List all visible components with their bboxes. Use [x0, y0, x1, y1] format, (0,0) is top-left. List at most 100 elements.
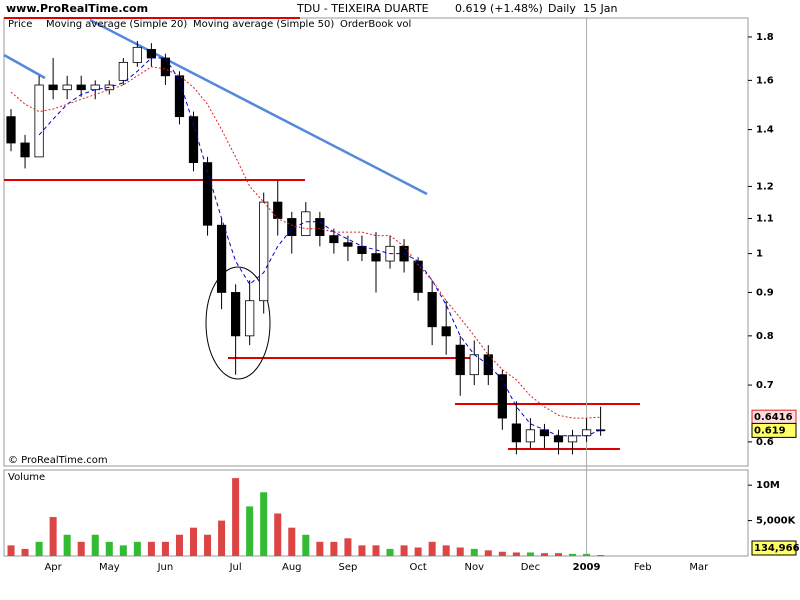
- volume-bar: [35, 541, 43, 556]
- volume-bar: [372, 545, 380, 556]
- candle-body: [174, 75, 185, 118]
- y-tick-label: 1.1: [756, 213, 774, 224]
- x-tick-label: Nov: [464, 562, 484, 573]
- y-tick-label: 5,000K: [756, 516, 797, 527]
- candle-body: [76, 84, 86, 91]
- period: Daily: [548, 2, 576, 15]
- volume-bar: [526, 552, 534, 556]
- volume-bar: [161, 541, 169, 556]
- candle-body: [343, 242, 353, 247]
- site-name: www.ProRealTime.com: [6, 2, 148, 15]
- volume-bar: [274, 513, 282, 556]
- candle-body: [525, 429, 536, 443]
- volume-bar: [218, 520, 226, 556]
- volume-bar: [400, 545, 408, 556]
- volume-bar: [91, 534, 99, 556]
- candle-body: [455, 344, 465, 376]
- volume-bar: [498, 551, 506, 556]
- volume-bar: [302, 534, 310, 556]
- candle-body: [357, 245, 367, 255]
- volume-bar: [386, 548, 394, 556]
- candle-body: [245, 300, 255, 337]
- candle-body: [90, 84, 100, 91]
- x-tick-label: Dec: [521, 562, 540, 573]
- candle-body: [427, 292, 437, 328]
- y-tick-label: 0.6: [756, 437, 774, 448]
- legend-ma50: Moving average (Simple 50): [193, 19, 334, 30]
- volume-bar: [358, 545, 366, 556]
- candle-body: [469, 354, 479, 376]
- y-tick-label: 10M: [756, 480, 780, 491]
- x-tick-label: Jun: [157, 562, 174, 573]
- volume-bar: [21, 548, 29, 556]
- quote: 0.619 (+1.48%): [455, 2, 543, 15]
- y-tick-label: 1.8: [756, 32, 774, 43]
- volume-bar: [512, 552, 520, 556]
- volume-last-label: 134,966: [754, 543, 800, 554]
- volume-title: Volume: [8, 472, 45, 483]
- legend-ma20: Moving average (Simple 20): [46, 19, 187, 30]
- candle-body: [497, 374, 507, 419]
- volume-bar: [260, 492, 268, 556]
- volume-bar: [232, 478, 240, 556]
- volume-bar: [597, 555, 605, 556]
- symbol: TDU - TEIXEIRA DUARTE: [296, 2, 429, 15]
- candle-body: [511, 423, 521, 443]
- candle-body: [160, 57, 171, 77]
- y-tick-label: 0.9: [756, 287, 774, 298]
- candle-body: [273, 201, 283, 219]
- candle-body: [567, 435, 578, 443]
- volume-bar: [484, 550, 492, 556]
- price-panel: [3, 17, 749, 467]
- volume-bar: [456, 547, 464, 556]
- volume-bar: [63, 534, 71, 556]
- volume-last-label-box: [751, 540, 797, 556]
- x-tick-label: Mar: [689, 562, 709, 573]
- candle-body: [539, 429, 550, 437]
- ma50-last-label: 0.6416: [754, 412, 793, 423]
- volume-bar: [147, 541, 155, 556]
- candle-body: [48, 84, 58, 91]
- volume-bar: [133, 541, 141, 556]
- volume-bar: [330, 541, 338, 556]
- candle-body: [259, 201, 269, 302]
- candle-body: [315, 218, 325, 237]
- candle-body: [231, 292, 241, 337]
- volume-bar: [49, 517, 57, 556]
- candle-body: [146, 49, 157, 59]
- trend-line: [89, 18, 428, 196]
- candle-body: [371, 253, 381, 262]
- volume-bar: [119, 545, 127, 556]
- y-tick-label: 0.8: [756, 331, 774, 342]
- volume-bar: [569, 553, 577, 556]
- candle-body: [202, 162, 213, 226]
- candle-body: [20, 142, 30, 158]
- legend-volume: OrderBook vol: [340, 19, 411, 30]
- y-tick-label: 0.7: [756, 380, 774, 391]
- y-tick-label: 1.2: [756, 181, 774, 192]
- legend-price: Price: [8, 19, 32, 30]
- volume-bar: [470, 548, 478, 556]
- volume-bar: [540, 553, 548, 556]
- volume-bar: [344, 538, 352, 556]
- price-last-label-box: [751, 422, 797, 438]
- candle-body: [118, 61, 128, 81]
- volume-bar: [316, 541, 324, 556]
- volume-bar: [77, 541, 85, 556]
- volume-bar: [246, 506, 254, 556]
- volume-bar: [288, 527, 296, 556]
- x-tick-label: Sep: [338, 562, 357, 573]
- volume-bar: [105, 541, 113, 556]
- candle-body: [216, 224, 227, 293]
- date: 15 Jan: [583, 2, 617, 15]
- candle-body: [34, 84, 44, 158]
- ma-line: [38, 57, 601, 437]
- x-tick-label: Feb: [634, 562, 652, 573]
- x-tick-label: Apr: [44, 562, 62, 573]
- volume-bar: [554, 553, 562, 556]
- candle-body: [188, 116, 199, 164]
- annotations: [3, 17, 640, 450]
- price-last-label: 0.619: [754, 425, 786, 436]
